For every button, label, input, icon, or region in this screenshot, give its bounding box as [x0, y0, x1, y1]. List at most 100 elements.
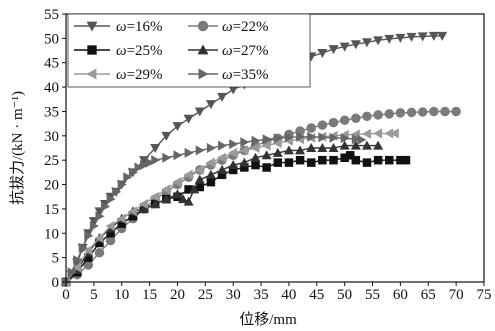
data-point: [361, 38, 372, 48]
y-tick-label: 40: [44, 80, 59, 96]
x-tick-label: 35: [254, 287, 269, 303]
data-point: [206, 177, 216, 187]
data-point: [318, 132, 328, 143]
data-point: [117, 179, 127, 190]
data-point: [83, 245, 93, 256]
legend-item: ω=22%: [188, 19, 269, 35]
data-point: [417, 107, 428, 117]
data-point: [195, 182, 205, 192]
data-point: [139, 203, 150, 213]
data-point: [384, 34, 395, 44]
legend-marker: [197, 20, 209, 32]
data-point: [362, 158, 372, 167]
x-axis-label: 位移/mm: [239, 311, 297, 328]
y-axis-label: 抗拔力/(kN · m⁻¹): [9, 91, 26, 205]
series-3: [61, 151, 411, 287]
series-2: [61, 106, 461, 287]
data-point: [351, 134, 361, 145]
data-point: [217, 92, 228, 102]
x-tick-label: 25: [198, 287, 213, 303]
x-tick-label: 30: [226, 287, 241, 303]
data-point: [362, 111, 372, 122]
y-tick-label: 35: [44, 104, 59, 120]
x-tick-label: 55: [365, 287, 380, 303]
data-point: [440, 106, 450, 117]
data-point: [89, 220, 99, 231]
data-point: [284, 158, 294, 167]
data-point: [240, 163, 249, 172]
series-6: [62, 131, 367, 287]
data-point: [94, 248, 105, 258]
legend-marker: [86, 21, 98, 32]
data-point: [84, 253, 93, 262]
data-point: [217, 164, 228, 174]
data-point: [205, 100, 216, 110]
data-point: [361, 140, 372, 150]
data-point: [351, 113, 361, 124]
data-point: [373, 110, 383, 120]
data-point: [172, 189, 183, 199]
data-point: [184, 185, 193, 194]
data-point: [116, 213, 126, 224]
data-point: [261, 150, 272, 160]
data-point: [189, 184, 200, 194]
data-point: [406, 107, 417, 118]
series-5: [61, 128, 399, 287]
data-point: [273, 158, 283, 167]
data-point: [106, 229, 115, 238]
data-point: [228, 160, 239, 170]
data-point: [195, 145, 205, 156]
data-point: [161, 131, 172, 141]
data-point: [228, 147, 238, 158]
data-point: [145, 157, 155, 168]
data-point: [228, 165, 238, 175]
data-point: [239, 157, 250, 167]
data-point: [401, 155, 411, 165]
data-point: [329, 132, 339, 143]
data-point: [172, 122, 183, 132]
data-point: [273, 133, 283, 144]
data-point: [295, 155, 305, 165]
data-point: [218, 140, 228, 151]
legend-marker: [198, 68, 209, 80]
data-point: [284, 132, 294, 143]
axes: 0 5 10 15 20 25 30 35 40 45 50 55 60 65 70 75 0 5 10 15 20 25…: [44, 7, 492, 303]
y-tick-label: 45: [44, 56, 59, 72]
data-point: [95, 238, 104, 248]
data-point: [67, 267, 77, 278]
data-point: [373, 128, 383, 139]
y-tick-label: 15: [44, 202, 59, 218]
data-point: [162, 152, 172, 163]
data-point: [262, 163, 271, 172]
data-point: [194, 174, 205, 184]
data-point: [239, 145, 249, 156]
data-point: [329, 155, 338, 165]
data-point: [112, 186, 122, 197]
data-point: [83, 260, 94, 270]
data-point: [178, 194, 189, 204]
y-tick-label: 55: [44, 7, 59, 23]
data-point: [339, 140, 350, 150]
data-point: [194, 107, 205, 117]
x-tick-label: 65: [421, 287, 436, 303]
data-point: [217, 170, 227, 180]
data-point: [357, 134, 367, 145]
data-point: [361, 128, 371, 139]
data-point: [150, 144, 161, 153]
data-point: [350, 40, 361, 50]
data-point: [128, 211, 138, 221]
legend-label: ω=35%: [222, 67, 269, 83]
data-point: [340, 133, 350, 144]
data-point: [72, 262, 82, 273]
data-point: [306, 158, 316, 167]
legend-item: ω=29%: [74, 67, 163, 83]
legend-label: ω=16%: [116, 19, 163, 35]
x-tick-label: 0: [62, 287, 70, 303]
data-point: [406, 32, 417, 42]
data-point: [317, 48, 328, 58]
data-point: [251, 135, 261, 146]
legend-item: ω=35%: [188, 67, 269, 83]
y-tick-label: 50: [44, 31, 59, 47]
data-point: [250, 143, 260, 153]
